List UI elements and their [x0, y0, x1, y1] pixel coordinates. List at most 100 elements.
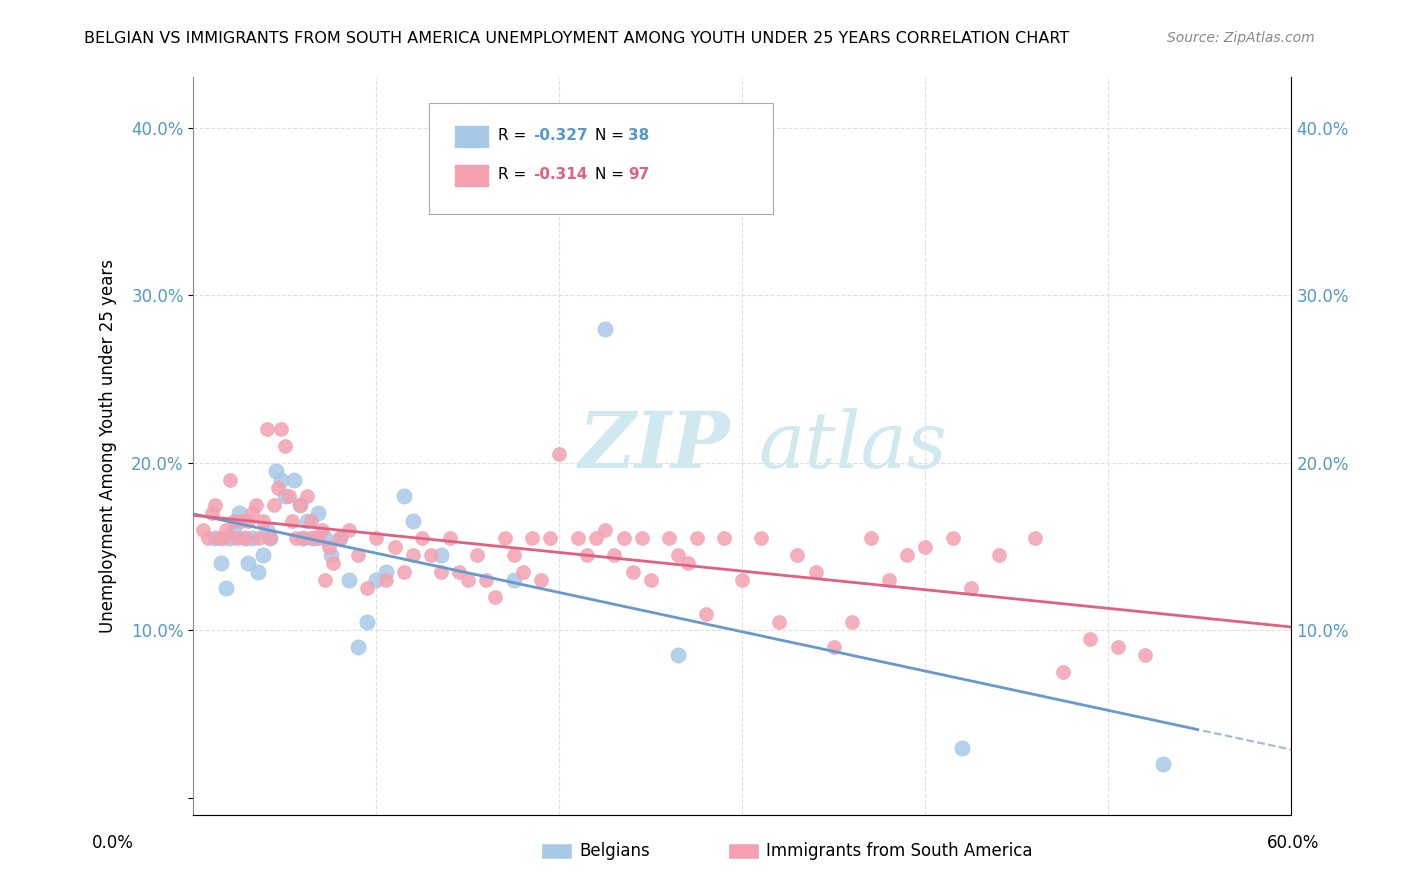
Point [211, 531, 233, 545]
Point [284, 531, 307, 545]
Point [896, 548, 918, 562]
Point [337, 523, 360, 537]
Point [322, 556, 344, 570]
Point [859, 531, 882, 545]
Text: 38: 38 [628, 128, 650, 143]
Point [465, 548, 488, 562]
Point [304, 531, 326, 545]
Point [374, 573, 396, 587]
Point [676, 556, 699, 570]
Point [731, 573, 754, 587]
Point [329, 531, 352, 545]
Point [259, 531, 281, 545]
Point [191, 523, 214, 537]
Point [520, 531, 543, 545]
Point [420, 548, 443, 562]
Point [246, 565, 269, 579]
Point [402, 515, 425, 529]
Text: N =: N = [595, 168, 628, 182]
Point [804, 565, 827, 579]
Point [1078, 632, 1101, 646]
Point [695, 607, 717, 621]
Point [668, 548, 690, 562]
Point [270, 473, 292, 487]
Point [392, 489, 415, 503]
Point [1133, 648, 1156, 663]
Point [222, 515, 245, 529]
Point [548, 447, 571, 461]
Point [270, 422, 292, 436]
Point [233, 531, 256, 545]
Point [215, 582, 238, 596]
Point [429, 565, 451, 579]
Point [208, 531, 231, 545]
Text: Immigrants from South America: Immigrants from South America [766, 842, 1033, 860]
Point [1107, 640, 1129, 654]
Point [295, 515, 318, 529]
Point [240, 506, 263, 520]
Point [209, 556, 232, 570]
Point [329, 531, 352, 545]
Text: -0.327: -0.327 [533, 128, 588, 143]
Point [640, 573, 662, 587]
Point [567, 531, 589, 545]
Point [429, 548, 451, 562]
Point [786, 548, 808, 562]
Point [768, 615, 790, 629]
Point [288, 498, 311, 512]
Point [668, 648, 690, 663]
Point [259, 531, 281, 545]
Point [319, 548, 342, 562]
Text: Source: ZipAtlas.com: Source: ZipAtlas.com [1167, 31, 1315, 45]
Point [749, 531, 772, 545]
Point [457, 573, 479, 587]
Point [374, 565, 396, 579]
Point [307, 531, 329, 545]
Point [314, 573, 336, 587]
Point [274, 439, 297, 453]
Point [593, 322, 616, 336]
Text: atlas: atlas [758, 408, 946, 484]
Point [256, 422, 278, 436]
Point [229, 515, 252, 529]
Point [1024, 531, 1046, 545]
Point [256, 523, 278, 537]
Point [402, 548, 425, 562]
Text: 0.0%: 0.0% [91, 834, 134, 852]
Point [612, 531, 634, 545]
Point [658, 531, 681, 545]
Point [292, 531, 315, 545]
Point [307, 506, 329, 520]
Point [311, 523, 333, 537]
Point [987, 548, 1010, 562]
Point [447, 565, 470, 579]
Point [823, 640, 845, 654]
Point [1052, 665, 1074, 680]
Point [914, 540, 936, 554]
Point [295, 489, 318, 503]
Text: 60.0%: 60.0% [1267, 834, 1319, 852]
Point [337, 573, 360, 587]
Point [366, 531, 388, 545]
Point [277, 489, 299, 503]
Text: BELGIAN VS IMMIGRANTS FROM SOUTH AMERICA UNEMPLOYMENT AMONG YOUTH UNDER 25 YEARS: BELGIAN VS IMMIGRANTS FROM SOUTH AMERICA… [84, 31, 1070, 46]
Point [502, 548, 524, 562]
Point [366, 573, 388, 587]
Point [288, 498, 311, 512]
Point [301, 531, 323, 545]
Point [314, 531, 336, 545]
Point [475, 573, 498, 587]
Y-axis label: Unemployment Among Youth under 25 years: Unemployment Among Youth under 25 years [100, 259, 117, 633]
Text: R =: R = [498, 128, 531, 143]
Text: Belgians: Belgians [579, 842, 650, 860]
Point [347, 548, 370, 562]
Point [841, 615, 863, 629]
Point [713, 531, 735, 545]
Point [439, 531, 461, 545]
Point [538, 531, 561, 545]
Point [264, 464, 287, 478]
Point [201, 506, 224, 520]
Point [585, 531, 607, 545]
Point [215, 523, 238, 537]
Point [299, 515, 322, 529]
